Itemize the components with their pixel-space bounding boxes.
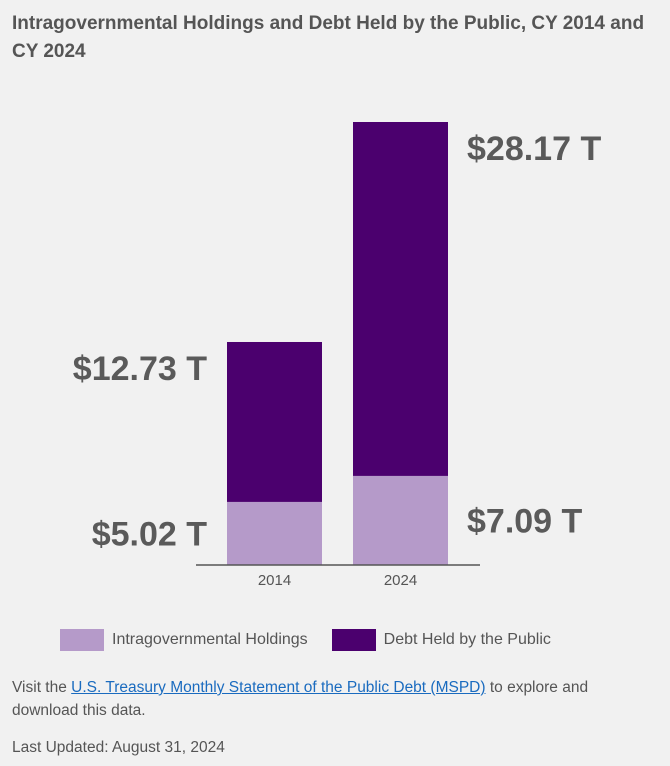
footer-note: Visit the U.S. Treasury Monthly Statemen… (12, 676, 652, 722)
footer-suffix: to explore and download this data. (12, 679, 589, 719)
legend-swatch-intragovernmental (60, 629, 104, 651)
data-label-2024-intragovernmental: $7.09 T (467, 502, 583, 540)
data-label-2024-public-debt: $28.17 T (467, 130, 601, 168)
chart-legend: Intragovernmental Holdings Debt Held by … (60, 629, 575, 651)
x-tick-label-2024: 2024 (384, 572, 417, 589)
bar-2014-intragovernmental (227, 501, 322, 565)
legend-item-intragovernmental: Intragovernmental Holdings (60, 629, 308, 651)
data-label-2014-public-debt: $12.73 T (73, 350, 207, 388)
bar-2024-intragovernmental (353, 475, 448, 565)
last-updated: Last Updated: August 31, 2024 (12, 739, 225, 756)
legend-swatch-public-debt (331, 629, 376, 651)
footer-prefix: Visit the (12, 679, 72, 696)
legend-item-public-debt: Debt Held by the Public (331, 629, 551, 651)
legend-label-intragovernmental: Intragovernmental Holdings (112, 631, 308, 648)
chart-title: Intragovernmental Holdings and Debt Held… (12, 13, 645, 62)
bar-2024-public-debt (353, 122, 448, 476)
mspd-link[interactable]: U.S. Treasury Monthly Statement of the P… (71, 679, 486, 696)
bar-2014-public-debt (227, 341, 322, 502)
legend-label-public-debt: Debt Held by the Public (383, 631, 551, 648)
data-label-2014-intragovernmental: $5.02 T (92, 515, 208, 553)
x-tick-label-2014: 2014 (258, 572, 291, 589)
